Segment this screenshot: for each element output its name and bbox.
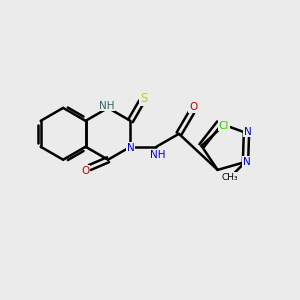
Text: S: S <box>140 92 148 105</box>
Text: N: N <box>244 127 252 136</box>
Text: NH: NH <box>99 100 114 110</box>
Text: CH₃: CH₃ <box>221 173 238 182</box>
Text: O: O <box>189 102 197 112</box>
Text: O: O <box>81 166 90 176</box>
Text: N: N <box>127 143 134 153</box>
Text: NH: NH <box>150 150 166 160</box>
Text: N: N <box>243 157 251 167</box>
Text: Cl: Cl <box>219 121 229 130</box>
